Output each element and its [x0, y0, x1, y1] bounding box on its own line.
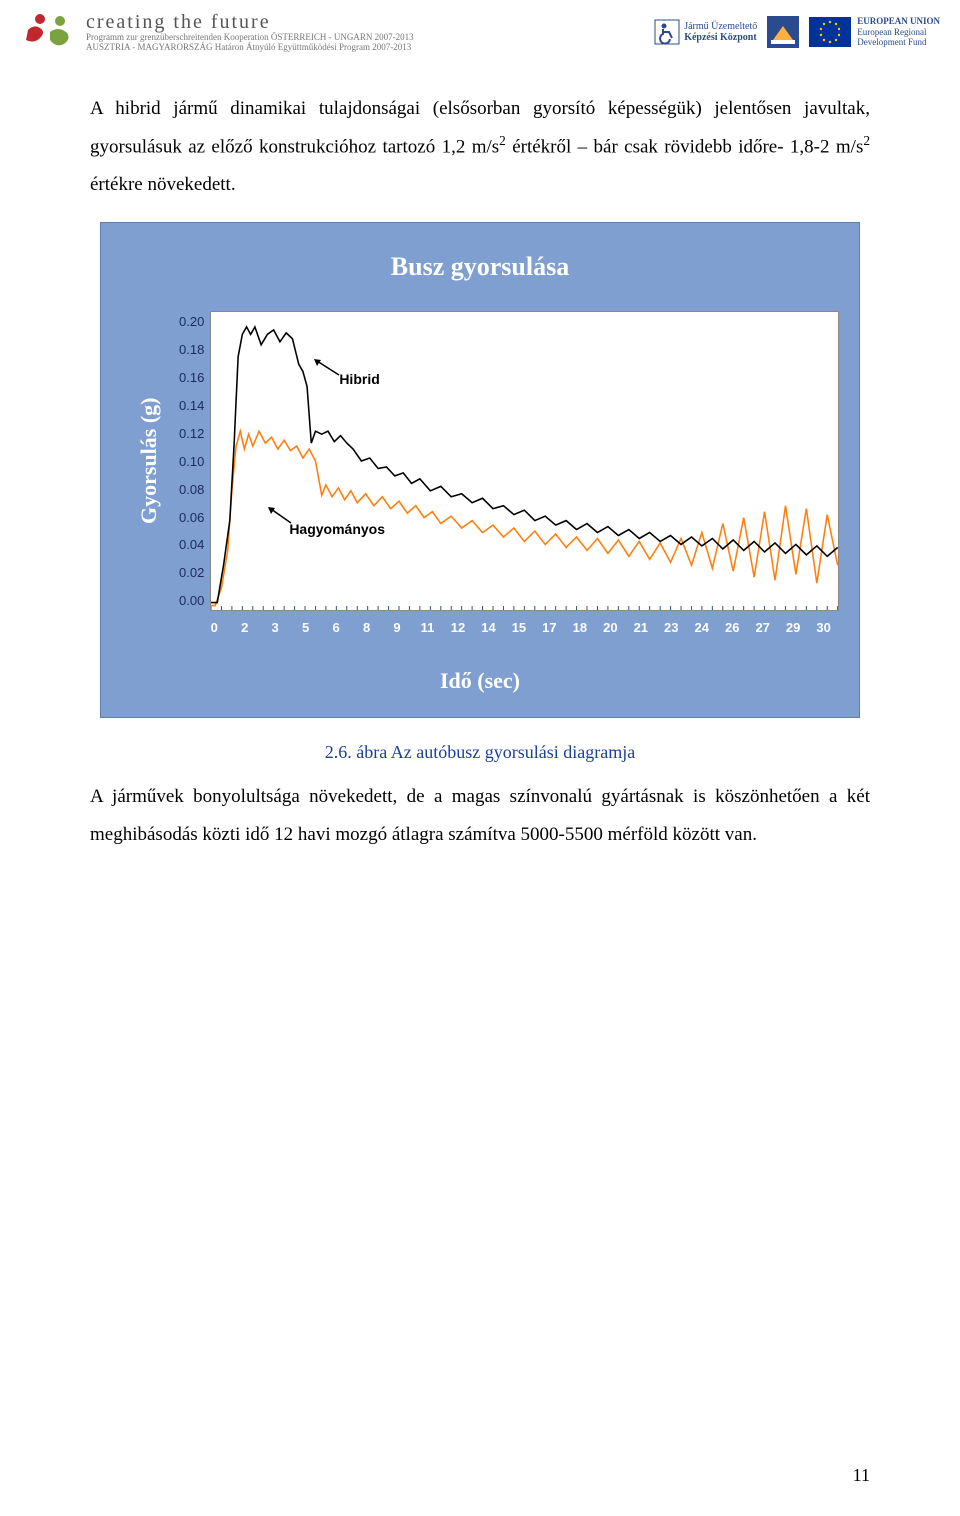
ytick-label: 0.14: [179, 399, 204, 412]
xtick-label: 5: [290, 615, 320, 641]
chart-plot-area: Hibrid Hagyományos: [210, 311, 839, 611]
ytick-label: 0.06: [179, 511, 204, 524]
xtick-label: 0: [199, 615, 229, 641]
ytick-label: 0.12: [179, 427, 204, 440]
ctf-title: creating the future: [86, 11, 414, 33]
juk-line1: Jármű Üzemeltető: [684, 21, 757, 32]
eu-block: EUROPEAN UNION European Regional Develop…: [809, 16, 940, 48]
chart-svg: [211, 312, 838, 610]
eu-line1: EUROPEAN UNION: [857, 16, 940, 27]
p1c: értékre növekedett.: [90, 174, 236, 195]
ctf-logo-icon: [20, 10, 80, 54]
eu-line3: Development Fund: [857, 37, 940, 48]
chart-panel: Busz gyorsulása Gyorsulás (g) 0.200.180.…: [100, 222, 860, 718]
xtick-label: 11: [412, 615, 442, 641]
xtick-label: 9: [382, 615, 412, 641]
figure-caption: 2.6. ábra Az autóbusz gyorsulási diagram…: [90, 734, 870, 770]
xtick-label: 18: [565, 615, 595, 641]
xtick-label: 17: [534, 615, 564, 641]
xtick-label: 30: [808, 615, 838, 641]
ytick-label: 0.04: [179, 538, 204, 551]
chart-title: Busz gyorsulása: [121, 241, 839, 293]
xtick-label: 14: [473, 615, 503, 641]
xtick-label: 8: [351, 615, 381, 641]
xtick-label: 6: [321, 615, 351, 641]
xtick-label: 26: [717, 615, 747, 641]
paragraph-1: A hibrid jármű dinamikai tulajdonságai (…: [90, 90, 870, 204]
paragraph-2: A járművek bonyolultsága növekedett, de …: [90, 778, 870, 854]
arrow-icon: [311, 357, 351, 385]
page-number: 11: [853, 1465, 870, 1486]
partner-logo-icon: [767, 16, 799, 48]
ytick-label: 0.02: [179, 566, 204, 579]
xtick-label: 20: [595, 615, 625, 641]
chart-ylabel: Gyorsulás (g): [121, 311, 177, 611]
page-header: creating the future Programm zur grenzüb…: [0, 0, 960, 60]
xtick-label: 12: [443, 615, 473, 641]
arrow-icon: [265, 505, 361, 533]
ytick-label: 0.18: [179, 343, 204, 356]
juk-line2: Képzési Központ: [684, 32, 757, 43]
xtick-label: 23: [656, 615, 686, 641]
series-hybrid: [211, 327, 838, 603]
xtick-label: 24: [687, 615, 717, 641]
ytick-label: 0.10: [179, 455, 204, 468]
ctf-sub2: AUSZTRIA - MAGYARORSZÁG Határon Átnyúló …: [86, 43, 414, 53]
sup-2b: 2: [863, 133, 870, 148]
main-content: A hibrid jármű dinamikai tulajdonságai (…: [0, 60, 960, 854]
juk-block: Jármű Üzemeltető Képzési Központ: [654, 19, 757, 45]
xtick-label: 29: [778, 615, 808, 641]
xtick-label: 27: [747, 615, 777, 641]
wheelchair-icon: [654, 19, 680, 45]
ytick-label: 0.16: [179, 371, 204, 384]
chart-xlabel: Idő (sec): [121, 659, 839, 703]
p1b: értékről – bár csak rövidebb időre- 1,8-…: [506, 136, 864, 157]
xtick-label: 2: [229, 615, 259, 641]
xtick-label: 3: [260, 615, 290, 641]
sup-2a: 2: [499, 133, 506, 148]
ytick-label: 0.20: [179, 315, 204, 328]
ytick-label: 0.00: [179, 594, 204, 607]
eu-flag-icon: [809, 17, 851, 47]
annot-conventional: Hagyományos: [289, 515, 385, 543]
eu-line2: European Regional: [857, 27, 940, 38]
ytick-label: 0.08: [179, 483, 204, 496]
chart-xticks: 02356891112141517182021232426272930: [199, 611, 839, 641]
chart-yticks: 0.20 0.18 0.16 0.14 0.12 0.10 0.08 0.06 0.04 0.02…: [177, 311, 210, 611]
xtick-label: 15: [504, 615, 534, 641]
xtick-label: 21: [626, 615, 656, 641]
ctf-logo-block: creating the future Programm zur grenzüb…: [20, 10, 414, 54]
annot-hybrid: Hibrid: [339, 365, 379, 393]
